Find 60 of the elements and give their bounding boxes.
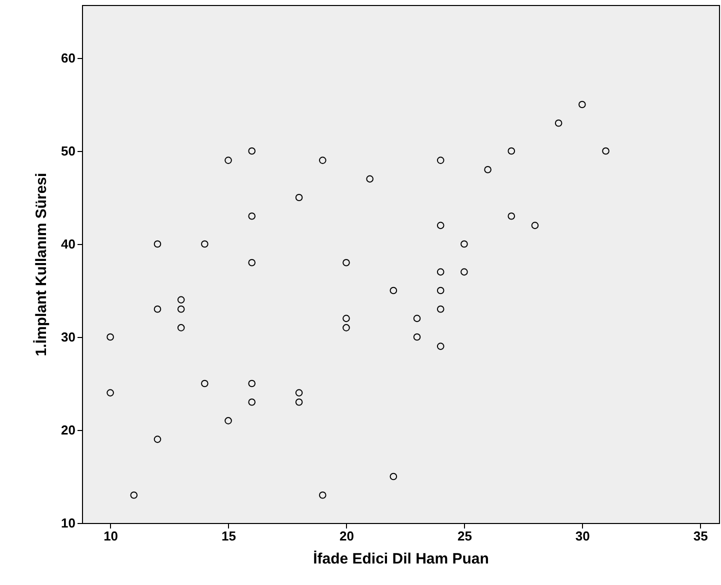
point <box>248 147 256 155</box>
x-tick-label: 25 <box>457 528 472 544</box>
point <box>318 491 326 499</box>
point <box>531 222 539 230</box>
point <box>436 342 444 350</box>
point <box>248 258 256 266</box>
point <box>508 212 516 220</box>
point <box>578 100 586 108</box>
point <box>342 324 350 332</box>
y-tick-label: 50 <box>61 144 76 159</box>
point <box>106 333 114 341</box>
point <box>436 286 444 294</box>
point <box>248 212 256 220</box>
point <box>130 491 138 499</box>
point <box>342 314 350 322</box>
point <box>106 389 114 396</box>
point <box>413 333 421 341</box>
y-tick-label: 60 <box>61 50 76 66</box>
x-tick-label: 30 <box>575 528 590 544</box>
point <box>436 268 444 276</box>
point <box>177 296 185 304</box>
y-tick-label: 20 <box>61 422 76 438</box>
point <box>295 389 303 396</box>
point <box>390 472 398 480</box>
x-tick-label: 20 <box>340 528 354 544</box>
point <box>366 175 374 183</box>
point <box>484 166 492 174</box>
y-tick-label: 30 <box>61 330 76 345</box>
point <box>224 417 232 424</box>
x-axis-title: İfade Edici Dil Ham Puan <box>313 550 489 568</box>
point <box>413 314 421 322</box>
point <box>508 147 516 155</box>
point <box>201 380 208 388</box>
point <box>342 258 350 266</box>
point <box>154 305 162 313</box>
point <box>295 398 303 406</box>
x-tick-label: 15 <box>222 528 236 544</box>
point <box>554 119 562 127</box>
x-tick-label: 35 <box>693 528 708 544</box>
y-axis-title: 1.İmplant Kullanım Süresi <box>33 172 50 356</box>
point <box>154 240 162 248</box>
point <box>318 156 326 164</box>
y-tick-label: 40 <box>61 236 76 252</box>
point <box>460 268 468 276</box>
x-tick-label: 10 <box>104 528 118 544</box>
point <box>295 194 303 202</box>
point <box>201 240 208 248</box>
point <box>436 222 444 230</box>
y-tick-label: 10 <box>61 516 76 530</box>
point <box>602 147 610 155</box>
point <box>460 240 468 248</box>
point <box>224 156 232 164</box>
point <box>154 436 162 443</box>
point <box>436 305 444 313</box>
point <box>177 305 185 313</box>
point <box>390 286 398 294</box>
point <box>177 324 185 332</box>
point <box>436 156 444 164</box>
point <box>248 398 256 406</box>
point <box>248 380 256 388</box>
